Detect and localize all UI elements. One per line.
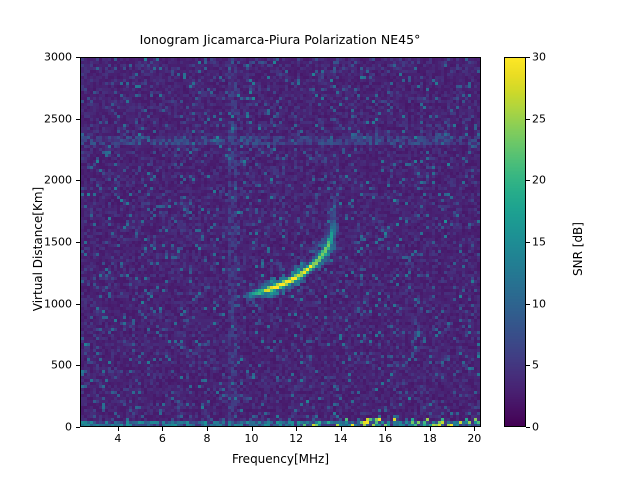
colorbar-tick-mark bbox=[526, 118, 530, 120]
colorbar-gradient bbox=[505, 58, 525, 426]
x-tick-mark bbox=[474, 427, 476, 431]
y-tick-label: 1500 bbox=[44, 235, 72, 249]
x-tick-mark bbox=[429, 427, 431, 431]
plot-axes-frame bbox=[80, 57, 481, 427]
y-tick-label: 500 bbox=[51, 358, 72, 372]
x-tick-label: 6 bbox=[158, 432, 166, 445]
y-tick-label: 2000 bbox=[44, 173, 72, 187]
x-tick-label: 16 bbox=[378, 432, 393, 445]
x-tick-label: 4 bbox=[114, 432, 122, 445]
y-tick-mark bbox=[76, 180, 80, 182]
x-tick-label: 20 bbox=[467, 432, 482, 445]
colorbar-tick-mark bbox=[526, 180, 530, 182]
x-tick-mark bbox=[251, 427, 253, 431]
colorbar-tick-label: 25 bbox=[532, 112, 546, 126]
figure-title-line1: Ionogram Jicamarca-Piura Polarization NE… bbox=[139, 32, 421, 47]
x-tick-label: 10 bbox=[244, 432, 259, 445]
x-tick-mark bbox=[340, 427, 342, 431]
y-tick-mark bbox=[76, 242, 80, 243]
colorbar-frame bbox=[504, 57, 526, 427]
y-tick-label: 0 bbox=[65, 420, 72, 434]
x-tick-mark bbox=[296, 427, 298, 431]
colorbar-tick-mark bbox=[526, 427, 530, 428]
x-tick-mark bbox=[117, 427, 119, 431]
colorbar-label: SNR [dB] bbox=[571, 222, 585, 276]
x-tick-mark bbox=[162, 427, 164, 431]
x-axis-label: Frequency[MHz] bbox=[231, 452, 330, 466]
ionogram-heatmap bbox=[81, 58, 480, 426]
colorbar-tick-label: 30 bbox=[532, 50, 546, 64]
colorbar-tick-label: 20 bbox=[532, 173, 546, 187]
colorbar-tick-mark bbox=[526, 303, 530, 305]
y-tick-mark bbox=[76, 57, 80, 58]
colorbar-tick-mark bbox=[526, 365, 530, 367]
colorbar-tick-label: 5 bbox=[532, 358, 539, 372]
x-tick-label: 14 bbox=[333, 432, 348, 445]
colorbar-tick-label: 15 bbox=[532, 235, 546, 249]
x-tick-mark bbox=[206, 427, 208, 431]
y-tick-label: 3000 bbox=[44, 50, 72, 64]
x-tick-mark bbox=[385, 427, 387, 431]
colorbar-tick-mark bbox=[526, 242, 530, 243]
x-tick-label: 18 bbox=[422, 432, 437, 445]
x-tick-label: 12 bbox=[289, 432, 304, 445]
y-tick-mark bbox=[76, 303, 80, 305]
colorbar-tick-label: 0 bbox=[532, 420, 539, 434]
y-tick-mark bbox=[76, 427, 80, 428]
y-tick-label: 1000 bbox=[44, 297, 72, 311]
y-tick-mark bbox=[76, 118, 80, 120]
colorbar-tick-mark bbox=[526, 57, 530, 58]
colorbar-tick-label: 10 bbox=[532, 297, 546, 311]
y-tick-label: 2500 bbox=[44, 112, 72, 126]
y-tick-mark bbox=[76, 365, 80, 367]
x-tick-label: 8 bbox=[203, 432, 211, 445]
